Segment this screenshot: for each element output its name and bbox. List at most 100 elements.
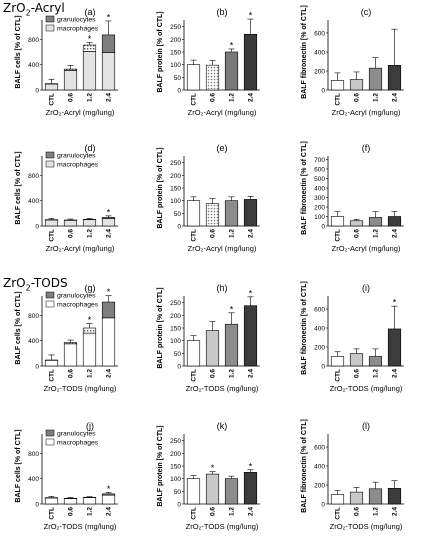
y-tick-label: 50 <box>174 75 182 82</box>
y-tick-label: 100 <box>170 198 181 205</box>
x-tick-label: 0.6 <box>354 507 361 516</box>
y-tick-label: 50 <box>174 211 182 218</box>
y-tick-label: 800 <box>28 37 39 44</box>
panel-letter: (a) <box>85 7 96 17</box>
y-tick-label: 200 <box>170 37 181 44</box>
legend-swatch <box>45 291 55 299</box>
panel-letter: (l) <box>362 421 370 431</box>
bar <box>224 200 239 227</box>
bar <box>205 64 220 91</box>
bar-macrophages <box>44 219 59 227</box>
significance-asterisk: * <box>107 287 111 297</box>
bar-macrophages <box>63 220 78 227</box>
y-tick-label: 400 <box>28 198 39 205</box>
bar <box>387 65 402 91</box>
y-axis-label: BALF cells [% of CTL] <box>15 429 22 502</box>
bar-macrophages <box>101 494 116 505</box>
x-tick-label: CTL <box>191 507 198 520</box>
y-tick-label: 200 <box>314 483 325 490</box>
y-tick-label: 200 <box>314 205 325 212</box>
y-axis-label: BALF protein [% of CTL] <box>157 147 164 228</box>
legend-swatch <box>45 15 55 23</box>
y-tick-label: 400 <box>314 186 325 193</box>
bar-macrophages <box>82 332 97 367</box>
legend-label: granulocytes <box>57 17 96 24</box>
bar-macrophages <box>44 359 59 367</box>
y-tick-label: 100 <box>314 214 325 221</box>
y-tick-label: 600 <box>314 307 325 314</box>
y-tick-label: 0 <box>35 364 39 371</box>
legend-label: macrophages <box>57 302 99 309</box>
x-tick-label: CTL <box>49 229 56 242</box>
y-tick-label: 0 <box>177 502 181 509</box>
x-tick-label: 0.6 <box>354 229 361 238</box>
bar <box>186 200 201 227</box>
legend-swatch <box>45 24 55 32</box>
x-tick-label: 1.2 <box>87 229 94 238</box>
panel-letter: (c) <box>361 7 372 17</box>
y-tick-label: 150 <box>170 186 181 193</box>
y-tick-label: 250 <box>170 24 181 31</box>
panel-letter: (d) <box>85 143 96 153</box>
bar <box>387 328 402 367</box>
bar-granulocytes <box>101 493 116 496</box>
legend-swatch <box>45 151 55 159</box>
y-tick-label: 100 <box>170 338 181 345</box>
x-tick-label: CTL <box>49 507 56 520</box>
bar <box>186 478 201 505</box>
bar <box>349 353 364 367</box>
y-tick-label: 0 <box>321 364 325 371</box>
y-tick-label: 500 <box>314 176 325 183</box>
chart-panel: (i) 0 200 400 600 BALF fibronectin [% of CTL]… <box>301 281 404 393</box>
y-axis-label: BALF cells [% of CTL] <box>15 15 22 88</box>
bar <box>330 216 345 227</box>
x-axis-label: ZrO₂-TODS (mg/lung) <box>44 522 117 531</box>
bar-macrophages <box>101 218 116 227</box>
x-tick-label: 1.2 <box>87 93 94 102</box>
x-tick-label: 2.4 <box>106 229 113 238</box>
significance-asterisk: * <box>230 304 234 314</box>
bar <box>205 203 220 227</box>
y-tick-label: 150 <box>170 50 181 57</box>
bar <box>186 340 201 367</box>
x-axis-label: ZrO₂-Acryl (mg/lung) <box>46 108 115 117</box>
significance-asterisk: * <box>88 315 92 325</box>
legend-label: macrophages <box>57 440 99 447</box>
x-tick-label: 1.2 <box>229 93 236 102</box>
significance-asterisk: * <box>249 461 253 471</box>
x-tick-label: 0.6 <box>68 229 75 238</box>
y-tick-label: 800 <box>28 451 39 458</box>
y-axis-label: BALF fibronectin [% of CTL] <box>301 5 308 99</box>
x-tick-label: 0.6 <box>68 507 75 516</box>
x-axis-label: ZrO₂-TODS (mg/lung) <box>330 522 403 531</box>
y-tick-label: 50 <box>174 489 182 496</box>
chart-panel: (b) 0 50 100 150 200 250 BALF protein [% of CTL… <box>157 7 260 117</box>
y-tick-label: 0 <box>177 88 181 95</box>
y-tick-label: 200 <box>170 451 181 458</box>
significance-asterisk: * <box>249 11 253 21</box>
y-tick-label: 0 <box>321 88 325 95</box>
x-axis-label: ZrO₂-TODS (mg/lung) <box>186 522 259 531</box>
x-tick-label: 0.6 <box>354 369 361 378</box>
y-tick-label: 800 <box>28 313 39 320</box>
panel-letter: (k) <box>217 421 228 431</box>
x-tick-label: 2.4 <box>248 507 255 516</box>
y-tick-label: 400 <box>28 338 39 345</box>
bar <box>243 472 258 505</box>
legend-label: granulocytes <box>57 431 96 438</box>
y-tick-label: 600 <box>314 31 325 38</box>
x-tick-label: CTL <box>191 93 198 106</box>
y-axis-label: BALF cells [% of CTL] <box>15 291 22 364</box>
y-axis-label: BALF fibronectin [% of CTL] <box>301 281 308 375</box>
bar-macrophages <box>101 52 116 91</box>
x-tick-label: 0.6 <box>210 369 217 378</box>
y-tick-label: 250 <box>170 160 181 167</box>
chart-panel: (h) 0 50 100 150 200 250 BALF protein [% of CTL… <box>157 283 260 393</box>
significance-asterisk: * <box>107 12 111 22</box>
y-axis-label: BALF protein [% of CTL] <box>157 425 164 506</box>
significance-asterisk: * <box>393 298 397 308</box>
chart-panel: (e) 0 50 100 150 200 250 BALF protein [% of CTL… <box>157 143 260 253</box>
y-axis-label: BALF protein [% of CTL] <box>157 11 164 92</box>
y-tick-label: 0 <box>321 224 325 231</box>
